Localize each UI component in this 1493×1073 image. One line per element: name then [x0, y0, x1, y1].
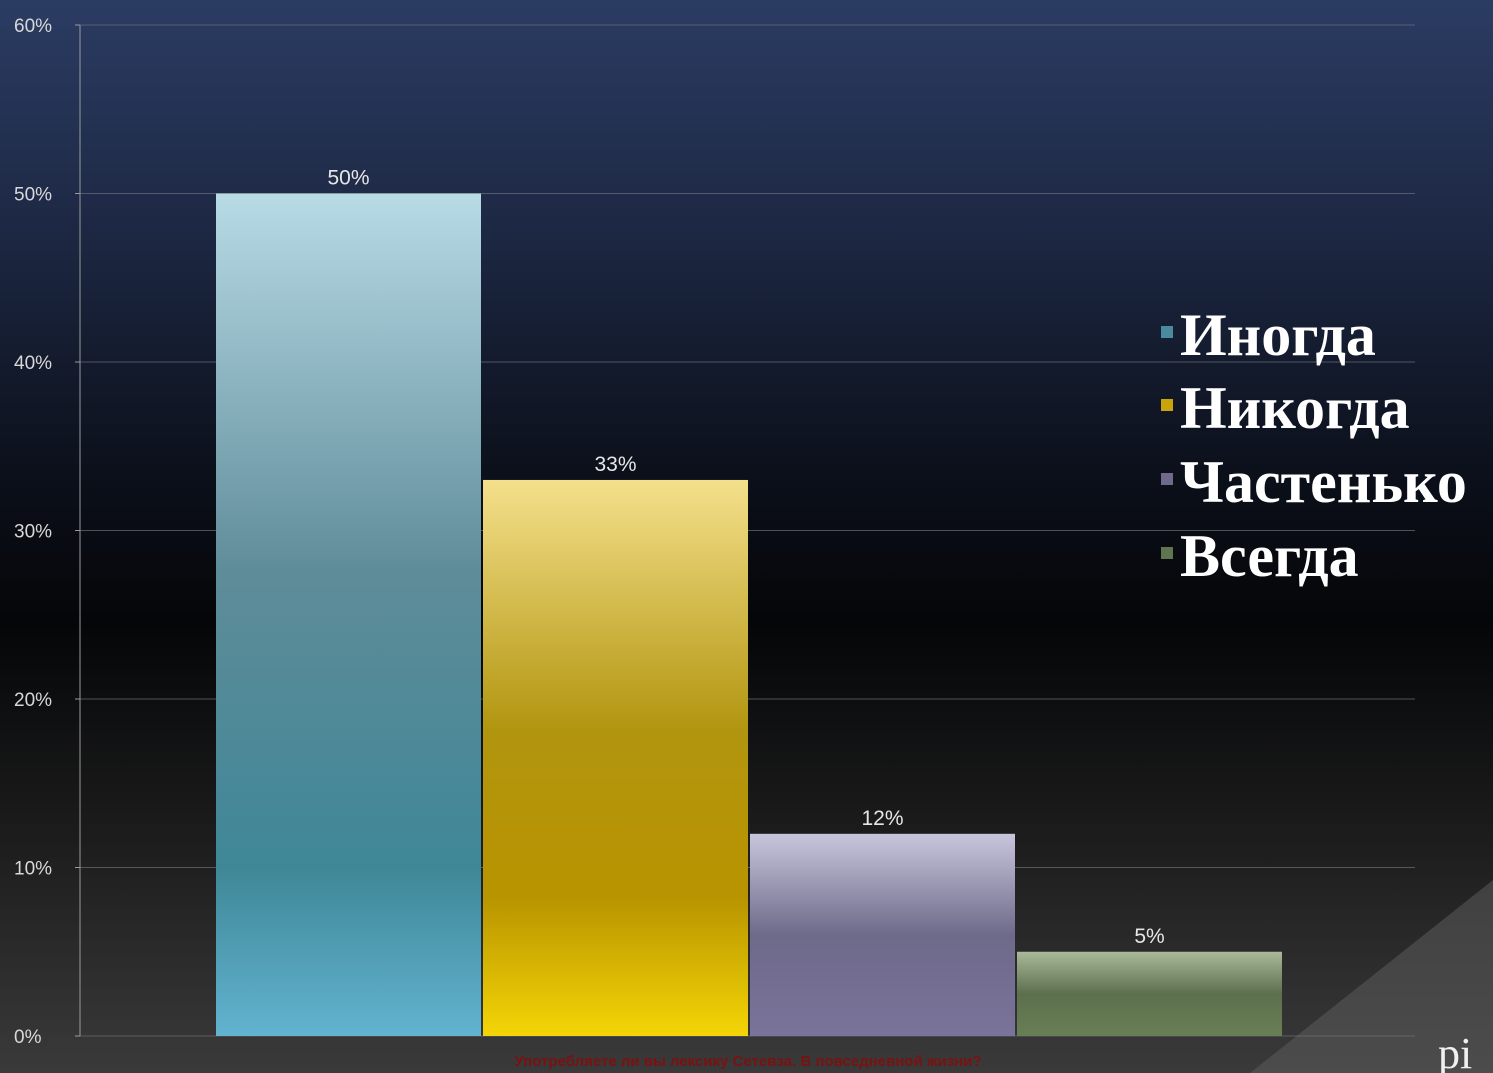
- y-tick-label: 20%: [14, 690, 52, 711]
- data-label: 50%: [327, 167, 369, 190]
- y-tick-label: 50%: [14, 185, 52, 206]
- data-label: 33%: [594, 453, 636, 476]
- y-tick-label: 40%: [14, 353, 52, 374]
- y-tick-label: 30%: [14, 522, 52, 543]
- y-tick-label: 10%: [14, 859, 52, 880]
- bar-3: [750, 833, 1015, 1036]
- bar-2: [483, 479, 748, 1036]
- legend-swatch: [1161, 399, 1173, 411]
- legend-entry: Частенько: [1180, 449, 1467, 515]
- legend-swatch: [1161, 326, 1173, 338]
- corner-text: рі: [1438, 1029, 1472, 1073]
- legend-swatch: [1161, 547, 1173, 559]
- legend-entry: Иногда: [1180, 302, 1376, 368]
- legend-entry: Никогда: [1180, 375, 1410, 441]
- legend: Иногда Никогда Частенько Всегда: [1161, 302, 1467, 589]
- x-axis-caption: Употребляете ли вы лексику Сетевза. В по…: [514, 1053, 981, 1070]
- data-labels: 50% 33% 12% 5%: [327, 167, 1164, 948]
- data-label: 5%: [1134, 925, 1164, 948]
- data-label: 12%: [861, 807, 903, 830]
- y-tick-label: 0%: [14, 1027, 42, 1048]
- decorative-corner-shape: [1250, 880, 1493, 1073]
- legend-entry: Всегда: [1180, 523, 1359, 589]
- bar-4: [1017, 951, 1282, 1036]
- y-axis-ticks: 0% 10% 20% 30% 40% 50% 60%: [14, 16, 80, 1048]
- y-tick-label: 60%: [14, 16, 52, 37]
- bar-1: [216, 193, 481, 1036]
- bars: [216, 193, 1282, 1036]
- legend-swatch: [1161, 473, 1173, 485]
